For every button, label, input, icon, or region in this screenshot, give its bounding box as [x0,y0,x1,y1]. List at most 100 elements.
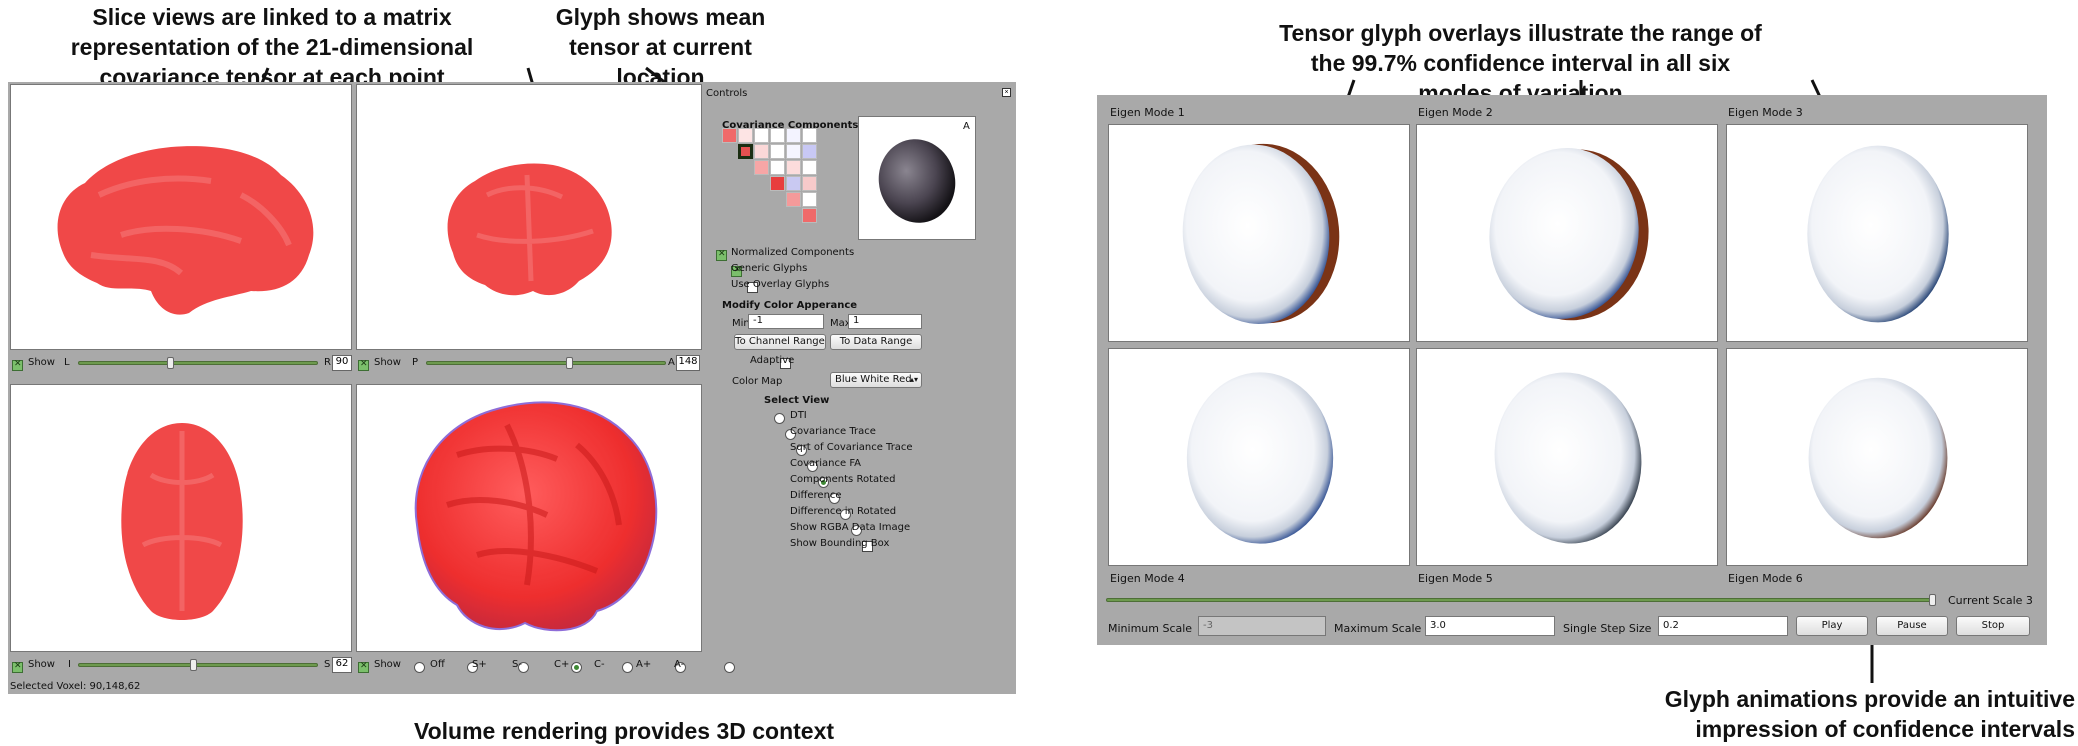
adaptive-checkbox[interactable] [780,358,792,370]
covariance-cell[interactable] [770,160,785,175]
covariance-cell[interactable] [754,144,769,159]
covariance-cell[interactable] [802,160,817,175]
volume-controls: Show Off S+ S- C+ C- A+ A- [356,654,735,676]
volume-radio-1[interactable] [467,662,478,674]
step-size-input[interactable]: 0.2 [1658,616,1788,636]
volume-radio-5[interactable] [675,662,686,674]
volume-radio-label: S- [512,659,522,670]
callout-tensor-overlays: Tensor glyph overlays illustrate the ran… [1279,20,1762,106]
view-option-radio-4[interactable] [818,477,829,489]
volume-radio-label: S+ [472,659,487,670]
eigen-mode-view[interactable] [1726,348,2028,566]
volume-radio-3[interactable] [571,662,582,674]
volume-radio-0[interactable] [414,662,425,674]
generic-glyphs-checkbox[interactable] [731,265,743,278]
modify-color-title: Modify Color Apperance [722,300,858,311]
scale-slider-thumb[interactable] [1929,594,1936,606]
minimum-scale-input[interactable]: -3 [1198,616,1326,636]
controls-close-icon[interactable]: × [1002,88,1011,97]
covariance-cell[interactable] [722,128,737,143]
eigen-mode-view[interactable] [1416,124,1718,342]
view-option-label: Show RGBA Data Image [790,522,911,533]
covariance-cell[interactable] [738,128,753,143]
covariance-cell[interactable] [770,176,785,191]
volume-radio-label: Off [430,659,445,670]
overlay-glyphs-checkbox[interactable] [746,282,758,294]
covariance-cell[interactable] [802,176,817,191]
play-button[interactable]: Play [1796,616,1868,636]
covariance-cell[interactable] [786,160,801,175]
normalized-components-checkbox[interactable] [716,249,727,262]
bounding-box-checkbox[interactable] [862,541,873,553]
covariance-cell[interactable] [802,208,817,223]
volume-radio-2[interactable] [518,662,529,674]
covariance-components-title: Covariance Components [722,120,859,131]
coronal-show-checkbox[interactable] [358,359,369,372]
view-option-radio-6[interactable] [840,509,851,521]
volume-radio-4[interactable] [622,662,633,674]
coronal-slider-track[interactable] [426,361,666,365]
covariance-cell[interactable] [786,144,801,159]
color-map-select[interactable]: Blue White Red ▴▾ [830,372,922,388]
max-input[interactable]: 1 [848,314,922,329]
to-data-range-button[interactable]: To Data Range [830,334,922,350]
covariance-cell[interactable] [754,128,769,143]
coronal-slider-thumb[interactable] [565,357,573,369]
pause-button[interactable]: Pause [1876,616,1948,636]
coronal-value[interactable]: 148 [676,355,700,371]
axial-slider-thumb[interactable] [189,659,197,671]
sagittal-slice-view[interactable] [10,84,352,350]
to-channel-range-button[interactable]: To Channel Range [734,334,826,350]
sagittal-slider-thumb[interactable] [166,357,174,369]
view-option-radio-0[interactable] [774,413,785,425]
volume-radio-6[interactable] [724,662,735,674]
eigen-mode-view[interactable] [1108,348,1410,566]
view-option-radio-5[interactable] [829,493,840,505]
view-option-radio-3[interactable] [807,461,818,473]
axial-show-checkbox[interactable] [12,661,23,674]
covariance-cell[interactable] [754,160,769,175]
covariance-cell[interactable] [802,144,817,159]
minimum-scale-label: Minimum Scale [1108,622,1193,635]
covariance-cell[interactable] [770,144,785,159]
overlay-glyphs-label: Use Overlay Glyphs [731,279,830,290]
min-label: Min [732,318,750,329]
sagittal-show-checkbox[interactable] [12,359,23,372]
min-input[interactable]: -1 [748,314,824,329]
covariance-cell[interactable] [802,128,817,143]
covariance-cell[interactable] [802,192,817,207]
sagittal-slider-track[interactable] [78,361,318,365]
eigen-mode-label: Eigen Mode 2 [1418,106,1493,119]
scale-slider-track[interactable] [1106,598,1936,602]
covariance-cell[interactable] [786,128,801,143]
sagittal-value[interactable]: 90 [332,355,352,371]
coronal-left-label: P [412,357,419,368]
view-option-radio-1[interactable] [785,429,796,441]
covariance-cell[interactable] [770,128,785,143]
covariance-cell[interactable] [786,176,801,191]
eigen-mode-view[interactable] [1416,348,1718,566]
view-option-radio-7[interactable] [851,525,862,537]
sagittal-left-label: L [64,357,70,368]
eigen-mode-view[interactable] [1108,124,1410,342]
coronal-slice-view[interactable] [356,84,702,350]
maximum-scale-input[interactable]: 3.0 [1425,616,1555,636]
axial-slider-track[interactable] [78,663,318,667]
axial-value[interactable]: 62 [332,657,352,673]
volume-radio-label: A- [674,659,685,670]
covariance-matrix[interactable] [722,128,832,238]
eigen-mode-label: Eigen Mode 6 [1728,572,1803,585]
stop-button[interactable]: Stop [1956,616,2030,636]
mean-glyph-view[interactable]: A [858,116,976,240]
covariance-cell[interactable] [786,192,801,207]
volume-show-checkbox[interactable] [358,661,369,674]
covariance-cell[interactable] [738,144,753,159]
view-option-radio-2[interactable] [796,445,807,457]
volume-orientation-radios: Off S+ S- C+ C- A+ A- [414,657,735,674]
eigen-mode-view[interactable] [1726,124,2028,342]
view-option-label: Difference [790,490,842,501]
axial-slice-view[interactable] [10,384,352,652]
volume-rendering-view[interactable] [356,384,702,652]
sagittal-show-label: Show [28,357,55,368]
axial-controls: Show I S 62 [10,654,352,676]
